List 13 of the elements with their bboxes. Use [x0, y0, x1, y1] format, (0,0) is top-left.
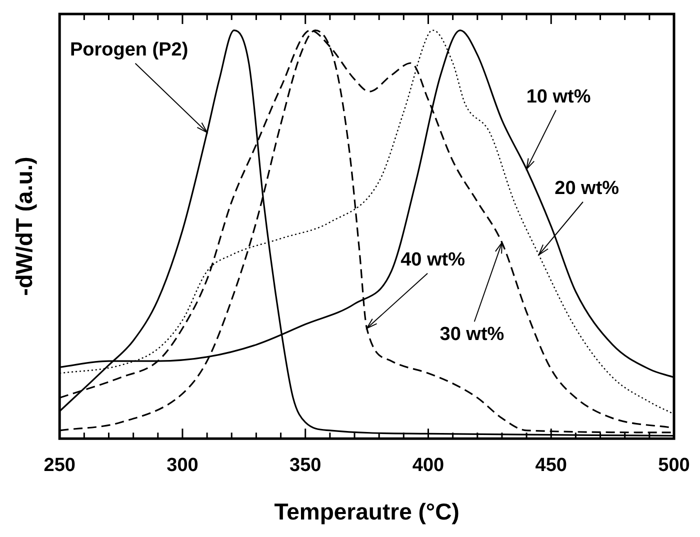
annotation: 40 wt%	[400, 250, 466, 271]
y-axis-title: -dW/dT (a.u.)	[11, 156, 38, 296]
annotation: 10 wt%	[526, 86, 591, 108]
x-tick-label: 250	[44, 455, 76, 476]
annotation: 30 wt%	[440, 324, 504, 345]
x-axis-title: Temperautre (°C)	[274, 498, 460, 525]
annotation: Porogen (P2)	[70, 40, 188, 61]
annotation: 20 wt%	[554, 178, 620, 200]
x-tick-label: 300	[166, 455, 198, 476]
x-tick-label: 450	[535, 455, 567, 476]
x-tick-label: 400	[412, 455, 444, 476]
x-tick-label: 500	[658, 455, 690, 476]
x-tick-label: 350	[290, 455, 322, 476]
